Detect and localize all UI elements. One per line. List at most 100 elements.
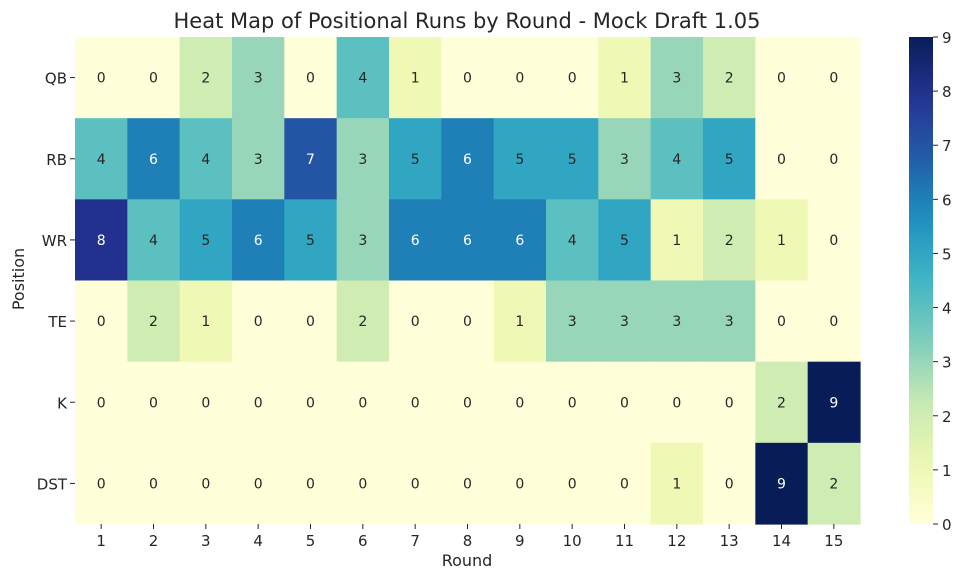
cell-value-label: 2 xyxy=(149,314,158,330)
heatmap-cell-dst-round-7 xyxy=(389,442,442,525)
colorbar-tick-label: 8 xyxy=(942,83,952,101)
heatmap-cell-wr-round-1 xyxy=(75,199,128,282)
heatmap-cell-rb-round-13 xyxy=(703,118,756,200)
y-axis-label: Position xyxy=(9,248,28,310)
x-tick-label-round-6: 6 xyxy=(358,532,368,550)
cell-value-label: 0 xyxy=(254,314,263,330)
heatmap-cell-rb-round-9 xyxy=(493,118,547,200)
heatmap-cell-te-round-3 xyxy=(179,280,233,363)
cell-value-label: 0 xyxy=(515,71,524,87)
cell-value-label: 0 xyxy=(515,395,524,411)
heatmap-cell-dst-round-5 xyxy=(284,442,338,525)
cell-value-label: 0 xyxy=(306,314,315,330)
cell-value-label: 0 xyxy=(97,395,106,411)
cell-value-label: 0 xyxy=(568,476,577,492)
heatmap-cell-k-round-13 xyxy=(703,361,756,444)
colorbar-ticks: 0 1 2 3 4 5 6 7 8 9 xyxy=(933,29,952,534)
y-tick-label-wr: WR xyxy=(42,232,67,250)
x-tick-label-round-5: 5 xyxy=(306,532,316,550)
heatmap-cell-qb-round-9 xyxy=(493,37,547,119)
heatmap-cell-dst-round-10 xyxy=(546,442,599,525)
x-axis-label: Round xyxy=(442,551,493,570)
heatmap-cell-wr-round-9 xyxy=(493,199,547,282)
heatmap-cell-qb-round-2 xyxy=(127,37,181,119)
x-tick-label-round-8: 8 xyxy=(463,532,473,550)
heatmap-cell-dst-round-15 xyxy=(807,442,861,525)
cell-value-label: 0 xyxy=(306,395,315,411)
heatmap-cell-wr-round-14 xyxy=(755,199,809,282)
cell-value-label: 0 xyxy=(358,476,367,492)
cell-value-label: 2 xyxy=(777,395,786,411)
cell-value-label: 4 xyxy=(568,233,577,249)
colorbar-tick-label: 9 xyxy=(942,29,952,47)
cell-value-label: 9 xyxy=(829,395,838,411)
x-tick-label-round-11: 11 xyxy=(615,532,634,550)
cell-value-label: 0 xyxy=(829,314,838,330)
heatmap-cell-k-round-15 xyxy=(807,361,861,444)
heatmap-cell-qb-round-10 xyxy=(546,37,599,119)
heatmap-cell-k-round-10 xyxy=(546,361,599,444)
cell-value-label: 0 xyxy=(149,476,158,492)
heatmap-cell-rb-round-7 xyxy=(389,118,442,200)
heatmap-cell-wr-round-5 xyxy=(284,199,338,282)
heatmap-cell-wr-round-7 xyxy=(389,199,442,282)
cell-value-label: 3 xyxy=(568,314,577,330)
cell-value-label: 4 xyxy=(201,152,210,168)
heatmap-cell-wr-round-4 xyxy=(232,199,285,282)
heatmap-cell-wr-round-15 xyxy=(807,199,861,282)
cell-value-label: 1 xyxy=(672,476,681,492)
heatmap-cell-k-round-6 xyxy=(336,361,390,444)
heatmap-cell-rb-round-6 xyxy=(336,118,390,200)
y-axis: QB RB WR TE K DST xyxy=(37,70,75,493)
heatmap-cell-rb-round-10 xyxy=(546,118,599,200)
heatmap-cell-rb-round-1 xyxy=(75,118,128,200)
cell-value-label: 0 xyxy=(411,476,420,492)
cell-value-label: 0 xyxy=(411,314,420,330)
cell-value-label: 5 xyxy=(725,152,734,168)
heatmap-cell-te-round-6 xyxy=(336,280,390,363)
cell-value-label: 3 xyxy=(725,314,734,330)
heatmap-cell-qb-round-6 xyxy=(336,37,390,119)
heatmap-cell-te-round-12 xyxy=(650,280,704,363)
heatmap-cell-te-round-1 xyxy=(75,280,128,363)
cell-value-label: 6 xyxy=(463,152,472,168)
cell-value-label: 5 xyxy=(201,233,210,249)
cell-value-label: 0 xyxy=(201,395,210,411)
cell-value-label: 2 xyxy=(725,71,734,87)
heatmap-cell-k-round-3 xyxy=(179,361,233,444)
heatmap-cell-dst-round-2 xyxy=(127,442,181,525)
x-tick-label-round-15: 15 xyxy=(824,532,843,550)
heatmap-cell-rb-round-8 xyxy=(441,118,495,200)
cell-value-label: 4 xyxy=(358,71,367,87)
heatmap-cell-wr-round-10 xyxy=(546,199,599,282)
y-tick-label-te: TE xyxy=(47,313,67,331)
cell-value-label: 2 xyxy=(829,476,838,492)
cell-value-label: 4 xyxy=(97,152,106,168)
cell-value-label: 5 xyxy=(620,233,629,249)
heatmap-cell-te-round-11 xyxy=(598,280,652,363)
cell-value-label: 5 xyxy=(568,152,577,168)
heatmap-cell-wr-round-8 xyxy=(441,199,495,282)
heatmap-cell-wr-round-13 xyxy=(703,199,756,282)
cell-value-label: 0 xyxy=(620,476,629,492)
heatmap-cell-dst-round-14 xyxy=(755,442,809,525)
cell-value-label: 0 xyxy=(463,71,472,87)
cell-value-label: 0 xyxy=(777,71,786,87)
cell-value-label: 1 xyxy=(515,314,524,330)
colorbar-tick-label: 4 xyxy=(942,300,952,318)
heatmap-cell-te-round-2 xyxy=(127,280,181,363)
heatmap-cell-qb-round-5 xyxy=(284,37,338,119)
heatmap-cell-dst-round-3 xyxy=(179,442,233,525)
cell-value-label: 3 xyxy=(254,71,263,87)
heatmap-cell-qb-round-1 xyxy=(75,37,128,119)
cell-value-label: 4 xyxy=(672,152,681,168)
x-tick-label-round-14: 14 xyxy=(772,532,791,550)
cell-value-label: 0 xyxy=(463,314,472,330)
cell-value-label: 3 xyxy=(358,233,367,249)
cell-value-label: 3 xyxy=(672,71,681,87)
heatmap-cell-k-round-11 xyxy=(598,361,652,444)
x-tick-label-round-4: 4 xyxy=(253,532,263,550)
cell-value-label: 0 xyxy=(463,395,472,411)
heatmap-cell-k-round-14 xyxy=(755,361,809,444)
cell-value-label: 7 xyxy=(306,152,315,168)
